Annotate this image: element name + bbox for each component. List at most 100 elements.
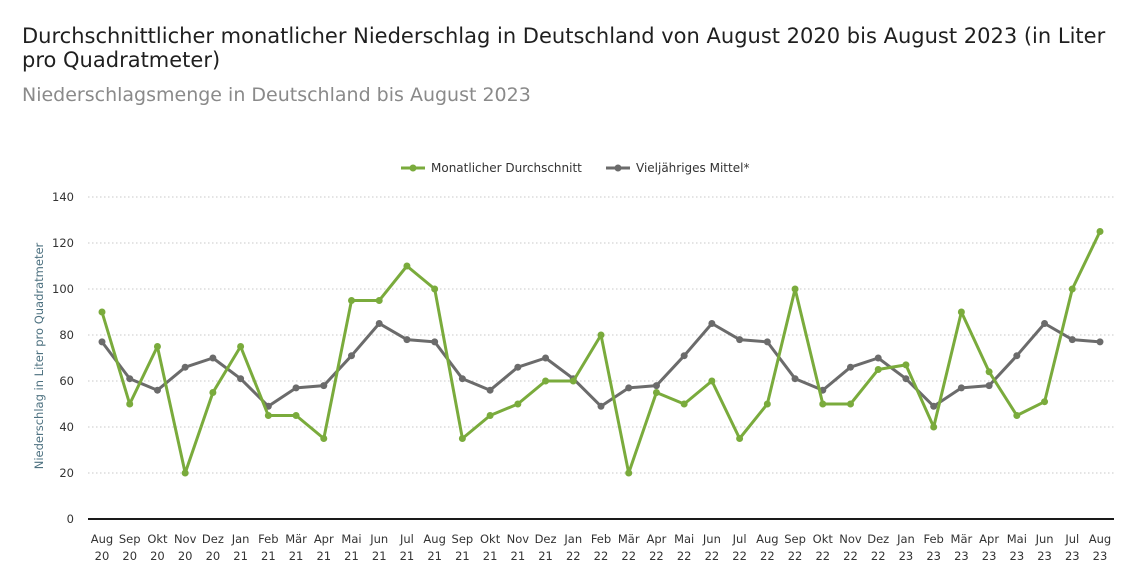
data-point[interactable] [514,363,522,371]
data-point[interactable] [680,352,688,360]
data-point[interactable] [458,435,466,442]
x-tick-label-year: 22 [815,549,830,563]
data-point[interactable] [348,352,355,360]
legend[interactable]: Monatlicher Durchschnitt Vieljähriges Mit… [401,161,749,175]
data-point[interactable] [847,363,854,371]
data-point[interactable] [348,297,355,304]
chart-subtitle: Niederschlagsmenge in Deutschland bis Au… [22,84,531,106]
x-tick-label-year: 23 [1065,549,1080,563]
data-point[interactable] [320,435,328,442]
x-tick-label-month: Mär [285,532,307,546]
data-point[interactable] [98,308,106,316]
y-tick-label: 40 [59,420,74,434]
x-tick-label-month: Mär [618,532,640,546]
series-2 [98,320,1104,410]
data-point[interactable] [1068,285,1076,293]
data-point[interactable] [902,361,910,369]
data-point[interactable] [264,412,272,419]
data-point[interactable] [1096,338,1104,346]
data-point[interactable] [320,382,328,390]
data-point[interactable] [874,366,882,373]
data-point[interactable] [930,423,938,431]
x-axis-ticks: Aug 20 Sep 20 Okt 20 Nov 20 Dez 20 Jan 21 Feb 21 Mär 21… [91,532,1111,563]
x-tick-label-month: Aug [756,532,778,546]
data-point[interactable] [763,338,771,346]
data-point[interactable] [237,375,245,383]
data-point[interactable] [153,386,161,394]
data-point[interactable] [431,338,439,346]
data-point[interactable] [680,400,688,408]
data-point[interactable] [597,331,605,339]
data-point[interactable] [652,389,660,396]
data-point[interactable] [514,400,522,408]
y-tick-label: 100 [52,282,74,296]
data-point[interactable] [486,412,494,419]
data-point[interactable] [1041,398,1049,406]
x-tick-label-year: 21 [316,549,331,563]
data-point[interactable] [1013,412,1021,419]
x-tick-label-month: Nov [174,532,197,546]
data-point[interactable] [1013,352,1021,360]
data-point[interactable] [569,377,577,385]
chart-title: Durchschnittlicher monatlicher Niedersch… [22,24,1106,72]
x-tick-label-year: 21 [344,549,359,563]
y-axis-label: Niederschlag in Liter pro Quadratmeter [32,242,46,469]
data-point[interactable] [181,469,189,477]
data-point[interactable] [791,285,799,293]
data-point[interactable] [736,336,744,344]
data-point[interactable] [292,384,300,392]
x-tick-label-year: 23 [982,549,997,563]
data-point[interactable] [542,354,550,362]
data-point[interactable] [1096,228,1104,235]
x-tick-label-month: Jul [732,532,747,546]
x-tick-label-month: Mär [951,532,973,546]
data-point[interactable] [458,375,466,383]
x-tick-label-year: 22 [871,549,886,563]
x-tick-label-month: Feb [591,532,611,546]
data-point[interactable] [902,375,910,383]
data-point[interactable] [597,402,605,410]
data-point[interactable] [431,285,439,293]
data-point[interactable] [126,400,134,408]
x-tick-label-year: 22 [566,549,581,563]
data-point[interactable] [708,377,716,385]
data-point[interactable] [985,368,993,376]
data-point[interactable] [98,338,106,346]
data-point[interactable] [292,412,300,419]
data-point[interactable] [957,308,965,316]
data-point[interactable] [819,400,827,408]
data-point[interactable] [486,386,494,394]
data-point[interactable] [652,382,660,390]
data-point[interactable] [1068,336,1076,344]
data-point[interactable] [153,343,161,350]
x-tick-label-month: Jun [702,532,721,546]
data-point[interactable] [542,377,550,385]
data-point[interactable] [736,435,744,442]
data-point[interactable] [403,336,411,344]
data-point[interactable] [625,384,633,392]
data-point[interactable] [957,384,965,392]
data-point[interactable] [708,320,716,327]
legend-item-2[interactable]: Vieljähriges Mittel* [606,161,749,175]
data-point[interactable] [930,402,938,410]
x-tick-label-year: 20 [178,549,193,563]
data-point[interactable] [403,262,411,270]
data-point[interactable] [237,343,245,350]
data-point[interactable] [375,320,383,327]
data-point[interactable] [791,375,799,383]
data-point[interactable] [209,354,217,362]
data-point[interactable] [625,469,633,477]
data-point[interactable] [847,400,854,408]
data-point[interactable] [209,389,217,396]
data-point[interactable] [763,400,771,408]
x-tick-label-year: 21 [233,549,248,563]
data-point[interactable] [874,354,882,362]
x-tick-label-month: Jun [369,532,388,546]
data-point[interactable] [1041,320,1049,327]
data-point[interactable] [375,297,383,304]
x-tick-label-month: Mai [674,532,694,546]
data-point[interactable] [181,363,189,371]
data-point[interactable] [985,382,993,390]
data-point[interactable] [126,375,134,383]
legend-item-1[interactable]: Monatlicher Durchschnitt [401,161,582,175]
